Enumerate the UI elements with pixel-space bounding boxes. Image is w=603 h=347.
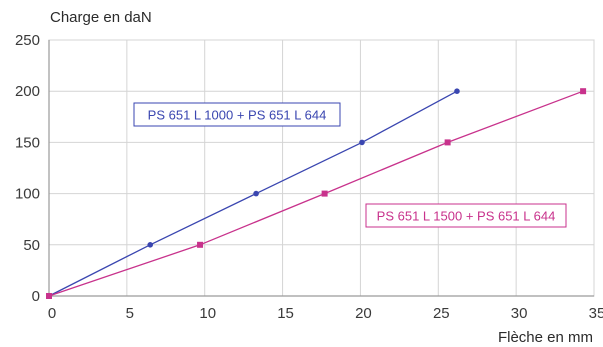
x-tick-label: 25 <box>433 305 450 322</box>
x-tick-label: 30 <box>511 305 528 322</box>
series-label-1: PS 651 L 1000 + PS 651 L 644 <box>148 108 327 123</box>
data-point <box>580 88 587 95</box>
x-tick-label: 0 <box>48 305 56 322</box>
data-point <box>253 190 259 197</box>
y-axis-title: Charge en daN <box>50 9 152 26</box>
grid-lines <box>49 39 595 296</box>
x-tick-label: 35 <box>589 305 603 322</box>
data-point <box>359 139 365 146</box>
data-point <box>197 241 204 248</box>
plot-area <box>48 39 595 297</box>
axes <box>48 40 594 297</box>
y-tick-label: 200 <box>15 83 40 100</box>
series-label-box-1: PS 651 L 1000 + PS 651 L 644 <box>133 102 341 127</box>
y-tick-label: 50 <box>23 237 40 254</box>
y-tick-label: 100 <box>15 186 40 203</box>
tick-labels: 0 50 100 150 200 250 0 5 10 15 20 25 30 35 <box>15 32 603 322</box>
series-label-box-2: PS 651 L 1500 + PS 651 L 644 <box>365 203 567 228</box>
series-1 <box>46 88 460 299</box>
data-point <box>147 242 154 248</box>
y-tick-label: 250 <box>15 32 40 49</box>
x-tick-label: 10 <box>199 305 216 322</box>
y-tick-label: 0 <box>32 288 40 305</box>
data-point <box>321 190 328 197</box>
y-tick-label: 150 <box>15 134 40 151</box>
data-point <box>454 88 460 94</box>
x-axis-title: Flèche en mm <box>498 329 593 346</box>
series-2 <box>46 88 587 299</box>
x-tick-label: 15 <box>277 305 294 322</box>
data-point <box>46 293 52 299</box>
series-label-2: PS 651 L 1500 + PS 651 L 644 <box>377 209 556 224</box>
series-group <box>46 88 587 299</box>
x-tick-label: 5 <box>126 305 134 322</box>
x-tick-label: 20 <box>355 305 372 322</box>
data-point <box>444 139 451 146</box>
